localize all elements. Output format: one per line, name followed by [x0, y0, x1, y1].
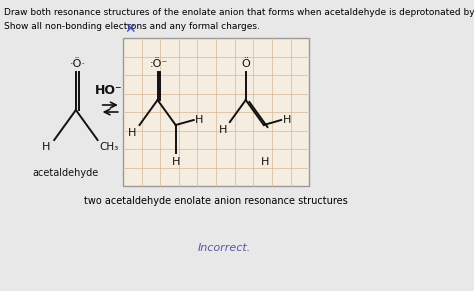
Text: H: H [283, 115, 291, 125]
Text: H: H [128, 128, 136, 138]
Text: :Ö⁻: :Ö⁻ [150, 59, 168, 69]
Text: ✕: ✕ [124, 22, 136, 36]
Text: ·Ö·: ·Ö· [69, 59, 85, 69]
Text: HO⁻: HO⁻ [95, 84, 122, 97]
Text: Draw both resonance structures of the enolate anion that forms when acetaldehyde: Draw both resonance structures of the en… [4, 8, 474, 17]
Bar [123, 38, 310, 186]
Text: CH₃: CH₃ [99, 142, 118, 152]
Text: two acetaldehyde enolate anion resonance structures: two acetaldehyde enolate anion resonance… [84, 196, 348, 206]
Text: Ö: Ö [241, 59, 250, 69]
Text: H: H [219, 125, 227, 135]
Text: H: H [172, 157, 180, 167]
Text: Incorrect.: Incorrect. [198, 243, 251, 253]
Text: H: H [195, 115, 203, 125]
Text: Show all non-bonding electrons and any formal charges.: Show all non-bonding electrons and any f… [4, 22, 259, 31]
Text: acetaldehyde: acetaldehyde [32, 168, 98, 178]
Text: H: H [261, 157, 269, 167]
Text: H: H [42, 142, 51, 152]
